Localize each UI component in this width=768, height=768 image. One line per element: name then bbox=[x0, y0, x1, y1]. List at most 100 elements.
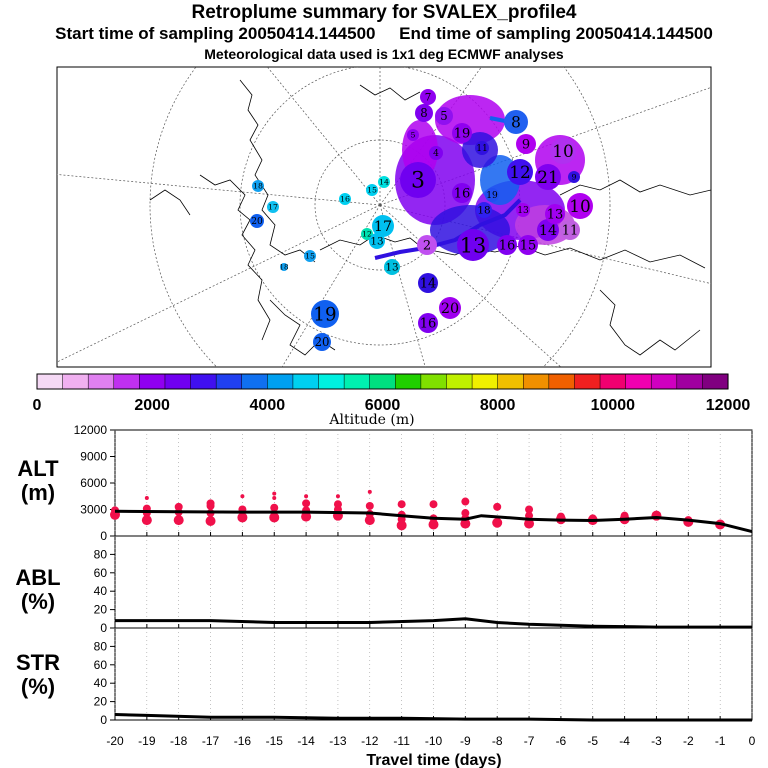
met-data-label: Meteorological data used is 1x1 deg ECMW… bbox=[204, 46, 564, 62]
alt-ytick-label-6000: 6000 bbox=[80, 476, 107, 490]
plume-marker-label-36: 14 bbox=[379, 178, 389, 187]
plume-marker-35 bbox=[366, 184, 378, 196]
plume-marker-label-21: 11 bbox=[562, 224, 579, 239]
plume-marker-label-22: 13 bbox=[460, 233, 486, 257]
colorbar-cell-25 bbox=[676, 373, 703, 390]
plume-marker-label-14: 16 bbox=[454, 187, 471, 202]
abl-unit: (%) bbox=[21, 589, 55, 614]
alt-point-8-3 bbox=[367, 489, 372, 494]
plume-marker-42 bbox=[304, 250, 316, 262]
colorbar-tick-0: 0 bbox=[33, 397, 42, 414]
alt-point-12-0 bbox=[492, 517, 503, 528]
colorbar-cell-13 bbox=[369, 373, 396, 390]
plume-marker-11 bbox=[535, 164, 561, 190]
plume-marker-40 bbox=[280, 263, 288, 271]
plume-marker-20 bbox=[567, 193, 593, 219]
abl-ytick-label-0: 0 bbox=[100, 621, 107, 635]
xtick-label--18: -18 bbox=[170, 734, 188, 748]
alt-point-3-3 bbox=[206, 499, 215, 508]
xtick-label--9: -9 bbox=[460, 734, 471, 748]
alt-point-3-0 bbox=[205, 515, 216, 526]
alt-point-1-0 bbox=[141, 515, 152, 526]
xtick-label--19: -19 bbox=[138, 734, 156, 748]
time-series-panels: ALT (m) ABL (%) STR (%) 1200090006000300… bbox=[15, 423, 755, 768]
plume-marker-9 bbox=[475, 141, 489, 155]
plume-marker-label-30: 20 bbox=[315, 335, 330, 349]
plume-marker-label-15: 19 bbox=[486, 191, 498, 201]
plume-marker-label-6: 5 bbox=[411, 131, 416, 140]
end-time-label: End time of sampling 20050414.144500 bbox=[399, 24, 713, 43]
plume-marker-label-1: 8 bbox=[420, 106, 427, 120]
plume-centroid-track bbox=[374, 198, 522, 260]
alt-point-9-3 bbox=[397, 500, 406, 509]
plume-marker-label-31: 18 bbox=[253, 182, 263, 191]
xtick-label--17: -17 bbox=[202, 734, 220, 748]
plume-marker-4 bbox=[504, 110, 528, 134]
plume-marker-label-11: 21 bbox=[537, 167, 559, 187]
alt-point-6-2 bbox=[302, 499, 311, 508]
plume-marker-label-24: 15 bbox=[520, 239, 537, 254]
plume-marker-22 bbox=[457, 229, 489, 261]
plume-marker-5 bbox=[429, 146, 443, 160]
alt-y-ticks: 12000 9000 6000 3000 0 bbox=[74, 423, 115, 543]
colorbar-cell-26 bbox=[702, 373, 729, 390]
plume-marker-label-40: 18 bbox=[280, 263, 289, 271]
plume-marker-label-18: 14 bbox=[539, 223, 557, 239]
plume-marker-label-34: 16 bbox=[340, 195, 350, 204]
colorbar-cell-9 bbox=[267, 373, 294, 390]
colorbar-cell-15 bbox=[420, 373, 448, 390]
plume-marker-1 bbox=[415, 104, 433, 122]
colorbar-cell-2 bbox=[87, 373, 115, 390]
plume-marker-label-26: 14 bbox=[420, 277, 437, 292]
plume-marker-label-37: 17 bbox=[374, 219, 392, 235]
xtick-label--11: -11 bbox=[393, 734, 410, 748]
xtick-label--3: -3 bbox=[651, 734, 662, 748]
plume-marker-label-38: 12 bbox=[362, 230, 372, 239]
x-axis-label: Travel time (days) bbox=[366, 752, 501, 768]
plume-marker-30 bbox=[313, 333, 331, 351]
colorbar-cell-10 bbox=[292, 373, 320, 390]
colorbar-cell-11 bbox=[318, 373, 345, 390]
alt-point-10-0 bbox=[428, 519, 439, 530]
alt-label: ALT bbox=[17, 456, 59, 481]
plume-marker-24 bbox=[518, 235, 538, 255]
plume-marker-29 bbox=[311, 300, 339, 328]
plume-marker-label-16: 18 bbox=[477, 205, 490, 217]
alt-point-8-0 bbox=[364, 515, 375, 526]
plume-marker-label-25: 2 bbox=[423, 239, 431, 254]
colorbar-cell-0 bbox=[36, 373, 64, 390]
xtick-label--5: -5 bbox=[587, 734, 598, 748]
plume-marker-label-33: 20 bbox=[251, 217, 263, 227]
series-line-alt bbox=[114, 509, 753, 534]
xtick-label--14: -14 bbox=[297, 734, 315, 748]
str-panel-frame bbox=[114, 627, 753, 721]
str-ytick-label-40: 40 bbox=[94, 676, 108, 690]
plume-marker-17 bbox=[516, 203, 530, 217]
plume-marker-37 bbox=[372, 215, 394, 237]
alt-point-7-3 bbox=[335, 494, 340, 499]
abl-panel-frame bbox=[114, 535, 753, 629]
plume-marker-14 bbox=[452, 183, 472, 203]
xtick-label--13: -13 bbox=[329, 734, 347, 748]
str-y-ticks: 80 60 40 20 0 bbox=[94, 639, 115, 727]
abl-ytick-label-80: 80 bbox=[94, 547, 108, 561]
alt-point-4-0 bbox=[237, 512, 248, 523]
str-unit: (%) bbox=[21, 674, 55, 699]
series-line-str bbox=[114, 713, 752, 722]
abl-ytick-label-40: 40 bbox=[94, 584, 108, 598]
plume-marker-label-17: 13 bbox=[517, 206, 529, 216]
alt-point-13-2 bbox=[525, 505, 534, 514]
alt-ytick-label-3000: 3000 bbox=[80, 503, 107, 517]
plume-marker-2 bbox=[435, 107, 453, 125]
colorbar-cell-23 bbox=[625, 373, 652, 390]
plume-marker-27 bbox=[439, 297, 461, 319]
colorbar-cell-14 bbox=[395, 373, 422, 390]
alt-point-6-3 bbox=[304, 494, 309, 499]
plume-marker-19 bbox=[545, 204, 565, 224]
xtick-label--1: -1 bbox=[715, 734, 726, 748]
abl-y-ticks: 80 60 40 20 0 bbox=[94, 547, 115, 635]
colorbar-cell-16 bbox=[446, 373, 473, 390]
abl-label: ABL bbox=[15, 565, 60, 590]
altitude-colorbar: 0 2000 4000 6000 8000 10000 12000 bbox=[33, 373, 750, 414]
xtick-label--6: -6 bbox=[556, 734, 567, 748]
